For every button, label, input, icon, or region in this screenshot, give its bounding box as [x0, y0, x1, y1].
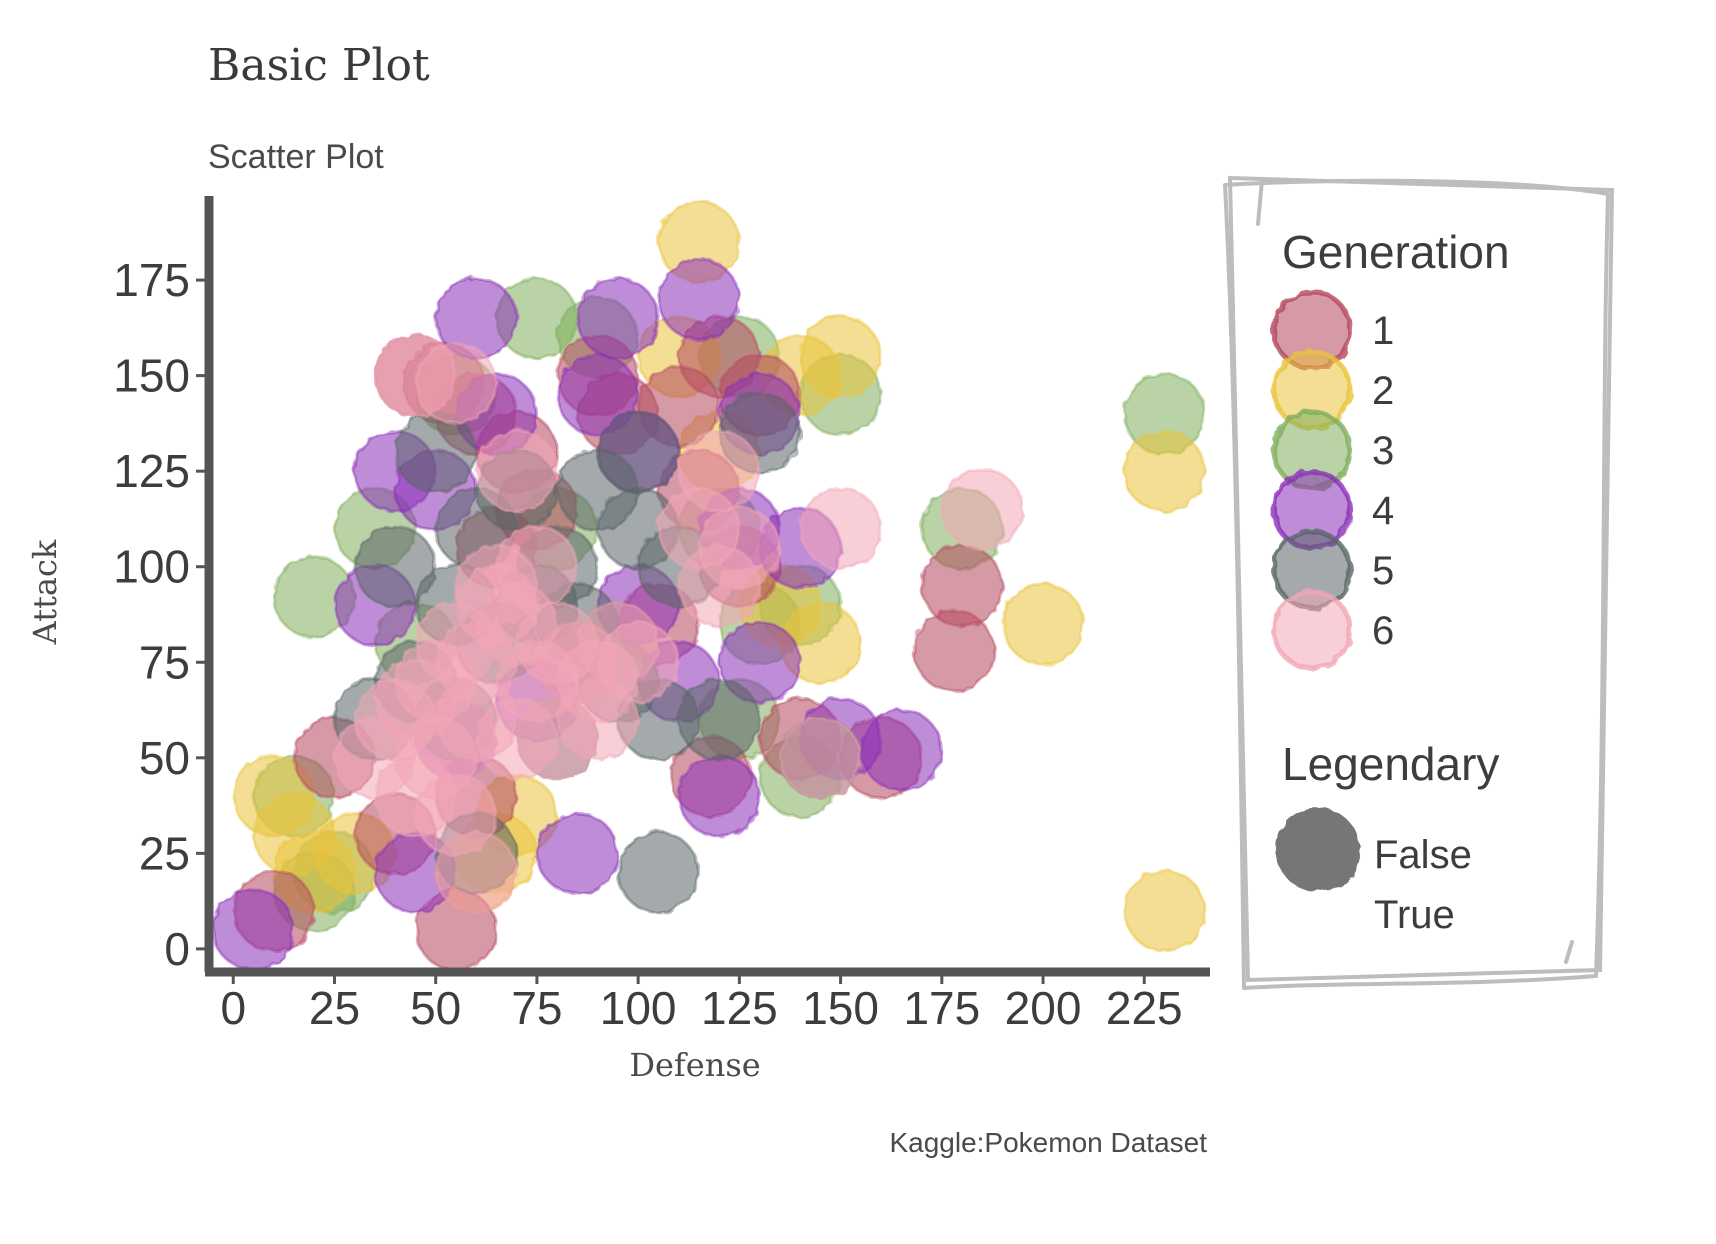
point-gen-6	[434, 830, 518, 914]
x-tick-label: 100	[600, 982, 677, 1034]
x-tick-label: 0	[220, 982, 246, 1034]
point-gen-4	[657, 257, 741, 341]
legend-legendary-items: False True	[1276, 808, 1472, 937]
legend-label-gen-6: 6	[1372, 609, 1394, 653]
point-gen-5	[616, 830, 700, 914]
legend-swatch-gen-6	[1271, 589, 1353, 671]
point-gen-5	[394, 410, 478, 494]
legend-label-gen-5: 5	[1372, 549, 1394, 593]
point-gen-6	[677, 429, 761, 513]
x-tick-label: 150	[802, 982, 879, 1034]
x-axis-ticks: 0 25 50 75 100 125 150 175 200 225	[220, 974, 1183, 1034]
x-tick-label: 25	[309, 982, 360, 1034]
point-gen-6	[940, 467, 1024, 551]
y-tick-label: 50	[139, 732, 190, 784]
point-gen-5	[353, 525, 437, 609]
point-gen-4	[576, 276, 660, 360]
legend-label-gen-1: 1	[1372, 309, 1394, 353]
y-tick-label: 150	[113, 350, 190, 402]
y-axis-title: Attack	[26, 539, 64, 645]
x-tick-label: 125	[701, 982, 778, 1034]
legend-legendary-title: Legendary	[1282, 738, 1499, 790]
legend-label-legendary-true: True	[1374, 893, 1455, 937]
x-axis-title: Defense	[629, 1046, 760, 1084]
legend-label-legendary-false: False	[1374, 833, 1472, 877]
point-gen-1	[912, 609, 996, 693]
point-gen-2	[1001, 582, 1085, 666]
y-tick-label: 125	[113, 445, 190, 497]
point-gen-4	[677, 754, 761, 838]
data-points	[211, 200, 1207, 972]
y-tick-label: 175	[113, 254, 190, 306]
point-gen-2	[1123, 429, 1207, 513]
y-tick-label: 100	[113, 541, 190, 593]
point-gen-2	[232, 754, 316, 838]
legend-generation-items: 1 2 3 4 5 6	[1271, 289, 1394, 671]
y-tick-label: 75	[139, 636, 190, 688]
x-tick-label: 225	[1106, 982, 1183, 1034]
legend-box	[1223, 175, 1615, 990]
y-tick-label: 25	[139, 827, 190, 879]
point-gen-5	[677, 678, 761, 762]
legend-label-gen-4: 4	[1372, 489, 1394, 533]
legend-label-gen-2: 2	[1372, 369, 1394, 413]
legend-swatch-false	[1276, 808, 1360, 892]
point-gen-6	[596, 620, 680, 704]
point-gen-6	[414, 341, 498, 425]
legend-generation-title: Generation	[1282, 226, 1510, 278]
point-gen-6	[799, 486, 883, 570]
x-tick-label: 175	[903, 982, 980, 1034]
x-tick-label: 75	[511, 982, 562, 1034]
point-gen-4	[718, 620, 802, 704]
point-gen-6	[556, 678, 640, 762]
chart-subtitle: Scatter Plot	[208, 138, 384, 176]
chart-caption: Kaggle:Pokemon Dataset	[889, 1127, 1207, 1158]
point-gen-6	[495, 525, 579, 609]
point-gen-6	[778, 716, 862, 800]
x-tick-label: 50	[410, 982, 461, 1034]
point-gen-2	[1123, 869, 1207, 953]
point-gen-4	[211, 888, 295, 972]
x-tick-label: 200	[1005, 982, 1082, 1034]
y-tick-label: 0	[164, 923, 190, 975]
point-gen-6	[353, 678, 437, 762]
y-axis-ticks: 0 25 50 75 100 125 150 175	[113, 254, 207, 975]
point-gen-5	[596, 410, 680, 494]
point-gen-4	[556, 353, 640, 437]
chart-title: Basic Plot	[208, 40, 430, 91]
legend-label-gen-3: 3	[1372, 429, 1394, 473]
point-gen-4	[535, 811, 619, 895]
point-gen-6	[475, 429, 559, 513]
